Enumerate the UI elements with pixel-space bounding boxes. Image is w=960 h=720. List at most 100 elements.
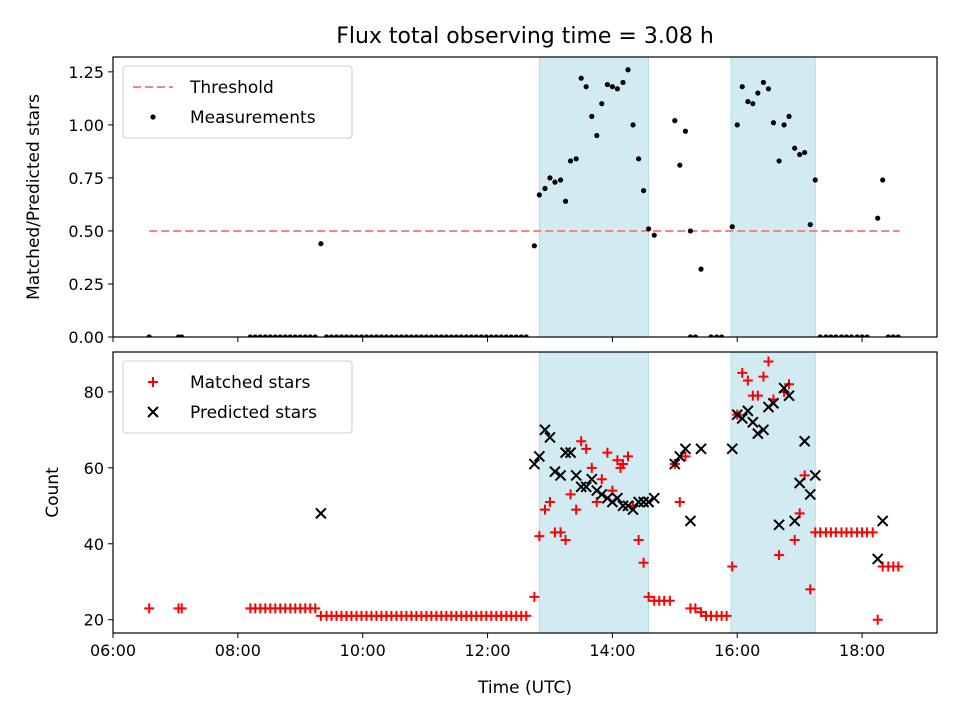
data-point	[752, 427, 764, 440]
data-point	[564, 446, 577, 459]
data-point	[641, 188, 647, 194]
data-point	[788, 515, 801, 527]
legend: Threshold Measurements	[122, 65, 353, 139]
data-point	[179, 334, 185, 337]
data-point	[463, 334, 469, 337]
legend-frame	[122, 65, 353, 139]
data-point	[797, 151, 803, 158]
data-point	[262, 334, 268, 337]
data-point	[867, 527, 878, 538]
data-point	[272, 334, 278, 337]
data-point	[679, 443, 692, 455]
y-tick-label: 0.50	[68, 222, 104, 241]
data-point	[567, 158, 574, 164]
data-point	[684, 515, 697, 527]
data-point	[752, 390, 763, 401]
data-point	[674, 450, 686, 463]
data-point	[555, 527, 566, 538]
data-point	[549, 465, 561, 478]
data-point	[729, 224, 735, 230]
data-point	[297, 334, 303, 337]
data-point	[312, 334, 318, 337]
data-point	[353, 334, 360, 337]
data-point	[642, 496, 655, 508]
data-point	[328, 334, 335, 337]
data-point	[539, 424, 551, 436]
data-point	[544, 496, 555, 507]
data-point	[277, 334, 283, 337]
data-point	[580, 481, 592, 493]
data-point	[596, 488, 608, 501]
data-point	[536, 192, 542, 198]
plot-area	[146, 57, 901, 337]
data-point	[453, 334, 459, 337]
x-tick-label: 06:00	[90, 641, 136, 660]
data-point	[552, 179, 558, 185]
data-point	[257, 334, 263, 337]
data-point	[757, 424, 770, 436]
data-point	[531, 243, 537, 249]
data-point	[609, 84, 615, 90]
data-point	[648, 492, 660, 504]
data-point	[809, 469, 821, 482]
data-point	[433, 334, 439, 337]
data-point	[783, 389, 795, 402]
data-point	[557, 177, 564, 183]
data-point	[708, 334, 714, 337]
data-point	[875, 215, 881, 221]
data-point	[798, 435, 811, 447]
data-point	[559, 446, 572, 459]
data-point	[778, 382, 790, 394]
data-point	[576, 436, 587, 447]
data-point	[428, 334, 434, 337]
data-point	[895, 334, 901, 337]
data-point	[742, 405, 754, 417]
data-point	[570, 469, 582, 482]
data-point	[144, 603, 155, 614]
data-point	[348, 334, 355, 337]
data-point	[529, 591, 540, 602]
data-point	[747, 416, 759, 428]
data-point	[742, 375, 753, 386]
data-point	[758, 371, 769, 382]
data-point	[521, 610, 532, 621]
data-point	[773, 519, 785, 531]
data-point	[408, 334, 414, 337]
y-tick-label: 0.75	[68, 169, 104, 188]
data-point	[307, 334, 313, 337]
y-tick-label: 1.25	[68, 63, 104, 82]
data-point	[247, 334, 253, 337]
data-point	[403, 334, 409, 337]
data-point	[508, 334, 514, 337]
legend-swatch	[148, 377, 158, 387]
data-point	[534, 531, 545, 542]
data-point	[620, 79, 626, 86]
data-point	[677, 162, 683, 168]
data-point	[373, 334, 380, 337]
data-point	[765, 86, 772, 92]
data-point	[338, 334, 345, 337]
panels: 0.00 0.25 0.50 0.75 1.00 1.25 Matched/Predicte…	[24, 56, 938, 660]
data-point	[804, 488, 816, 501]
x-tick-label: 10:00	[340, 641, 386, 660]
data-point	[146, 334, 152, 337]
legend-label: Threshold	[189, 78, 274, 98]
y-tick-label: 60	[84, 459, 104, 478]
plot-frame	[112, 351, 938, 634]
data-point	[513, 334, 519, 337]
legend-label: Predicted stars	[190, 403, 317, 423]
data-point	[560, 534, 571, 545]
data-point	[719, 334, 725, 337]
data-point	[817, 334, 823, 337]
data-point	[792, 145, 798, 151]
y-tick-label: 80	[84, 383, 104, 402]
data-point	[393, 334, 400, 337]
data-point	[776, 158, 782, 164]
data-point	[802, 149, 808, 156]
data-point	[823, 334, 829, 337]
data-point	[575, 481, 587, 493]
data-point	[736, 412, 748, 425]
data-point	[571, 504, 582, 515]
data-point	[854, 334, 860, 337]
data-point	[734, 122, 740, 128]
